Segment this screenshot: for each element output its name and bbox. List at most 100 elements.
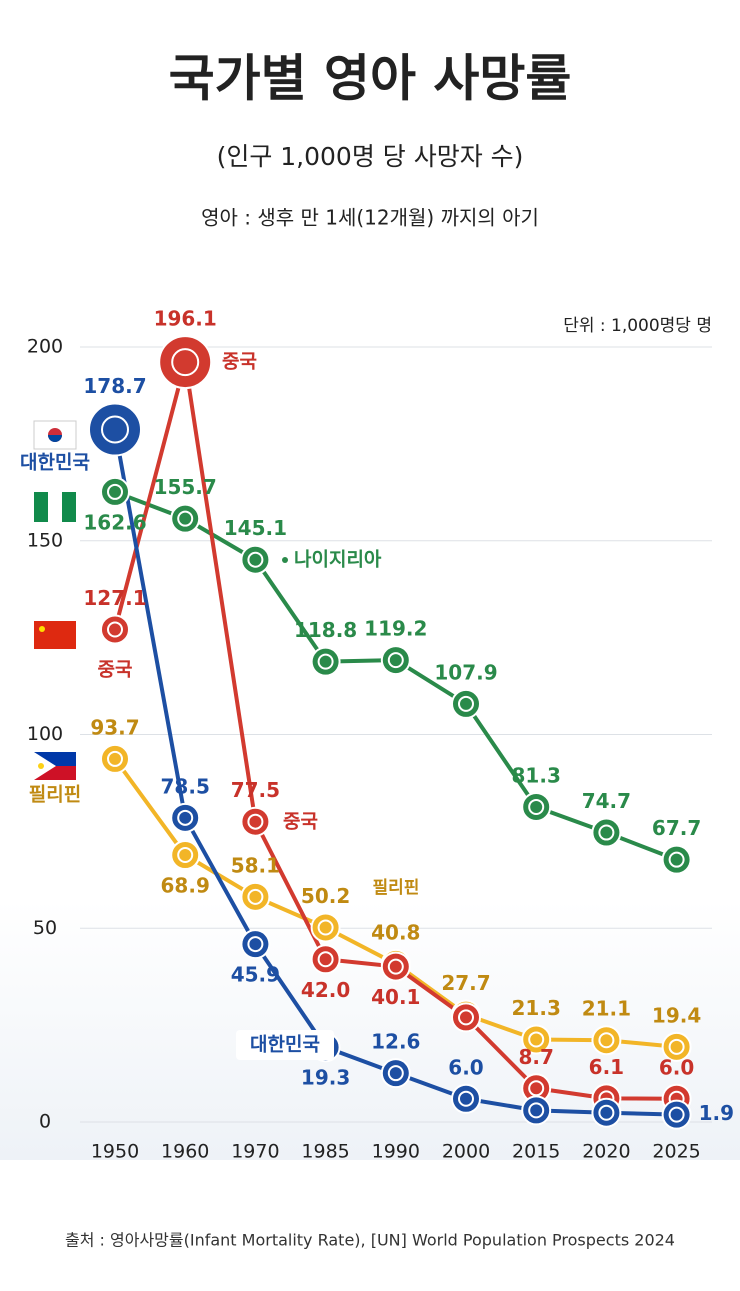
point-icon <box>177 809 194 826</box>
data-label: 155.7 <box>154 475 217 499</box>
data-label: 40.8 <box>371 920 420 944</box>
data-label: 119.2 <box>364 617 427 641</box>
data-point <box>310 944 341 975</box>
point-icon <box>387 652 404 669</box>
data-point <box>100 614 130 645</box>
point-icon <box>317 951 334 968</box>
data-point <box>380 645 411 676</box>
data-label: 93.7 <box>90 715 139 739</box>
data-label: 45.9 <box>231 963 280 987</box>
y-tick-label: 50 <box>33 917 57 939</box>
unit-label: 단위 : 1,000명당 명 <box>563 316 712 336</box>
data-point <box>170 802 201 833</box>
data-point <box>661 844 692 875</box>
data-point <box>88 402 142 457</box>
flag-china <box>34 621 76 649</box>
data-point <box>521 791 552 822</box>
flag-korea <box>33 420 77 450</box>
source: 출처 : 영아사망률(Infant Mortality Rate), [UN] … <box>65 1231 675 1250</box>
point-icon <box>528 798 545 815</box>
point-icon <box>317 919 334 936</box>
data-point <box>240 929 271 960</box>
data-point <box>310 912 341 943</box>
point-icon <box>247 936 264 953</box>
point-icon <box>177 510 194 527</box>
data-point <box>380 951 411 982</box>
point-icon <box>317 653 334 670</box>
data-point <box>661 1099 692 1130</box>
data-point <box>451 1002 481 1033</box>
series-name: 대한민국 <box>20 452 90 474</box>
x-tick-label: 1985 <box>301 1141 349 1163</box>
x-tick-label: 2020 <box>582 1141 630 1163</box>
data-label: 67.7 <box>652 816 701 840</box>
name-dot <box>282 557 288 563</box>
x-tick-label: 2025 <box>652 1141 700 1163</box>
data-label: 118.8 <box>294 618 357 642</box>
point-icon <box>171 348 200 377</box>
point-icon <box>668 1106 685 1123</box>
data-label: 162.6 <box>83 510 146 534</box>
data-point <box>451 1083 481 1114</box>
data-point <box>240 544 271 575</box>
point-icon <box>528 1080 545 1097</box>
data-point <box>521 1095 552 1126</box>
data-point <box>521 1024 552 1055</box>
data-point <box>240 806 271 837</box>
point-icon <box>668 1038 685 1055</box>
data-label: 127.1 <box>83 586 146 610</box>
name-box <box>236 1030 334 1060</box>
data-point <box>591 1097 622 1128</box>
point-icon <box>528 1031 545 1048</box>
point-icon <box>458 1009 474 1026</box>
data-point <box>170 840 201 871</box>
data-label: 1.9 <box>699 1101 734 1125</box>
data-label: 19.4 <box>652 1003 701 1027</box>
point-icon <box>107 483 123 500</box>
series-name: 대한민국 <box>250 1034 320 1056</box>
point-icon <box>598 1104 615 1121</box>
series-name: 나이지리아 <box>294 549 382 571</box>
data-label: 8.7 <box>518 1045 553 1069</box>
chart-subtitle: (인구 1,000명 당 사망자 수) <box>217 142 524 171</box>
data-label: 40.1 <box>371 985 420 1009</box>
flag-nigeria <box>34 492 76 522</box>
series-name: 중국 <box>98 659 133 681</box>
x-tick-label: 1960 <box>161 1141 209 1163</box>
data-label: 68.9 <box>161 874 210 898</box>
series-name: 필리핀 <box>29 784 81 806</box>
point-icon <box>247 551 264 568</box>
point-icon <box>458 1090 474 1107</box>
data-label: 196.1 <box>154 307 217 331</box>
chart-title: 국가별 영아 사망률 <box>169 50 572 108</box>
data-label: 145.1 <box>224 516 287 540</box>
point-icon <box>107 621 123 638</box>
x-tick-label: 1990 <box>372 1141 420 1163</box>
data-label: 21.3 <box>512 996 561 1020</box>
data-point <box>661 1031 692 1062</box>
x-tick-label: 2015 <box>512 1141 560 1163</box>
data-label: 50.2 <box>301 884 350 908</box>
data-label: 12.6 <box>371 1030 420 1054</box>
data-label: 6.0 <box>448 1055 483 1079</box>
point-icon <box>598 1032 615 1049</box>
y-tick-label: 200 <box>27 336 63 358</box>
background-wash <box>0 900 740 1160</box>
data-point <box>100 743 130 774</box>
point-icon <box>387 1065 404 1082</box>
data-point <box>591 817 622 848</box>
point-icon <box>668 851 685 868</box>
point-icon <box>458 695 474 712</box>
data-label: 107.9 <box>434 660 497 684</box>
data-point <box>158 335 213 390</box>
series-name: 중국 <box>283 811 318 833</box>
data-label: 74.7 <box>582 789 631 813</box>
data-label: 6.0 <box>659 1055 694 1079</box>
point-icon <box>247 813 264 830</box>
data-point <box>240 881 271 912</box>
data-label: 178.7 <box>83 374 146 398</box>
data-label: 42.0 <box>301 978 350 1002</box>
series-name: 중국 <box>222 351 257 373</box>
point-icon <box>177 847 194 864</box>
point-icon <box>387 958 404 975</box>
